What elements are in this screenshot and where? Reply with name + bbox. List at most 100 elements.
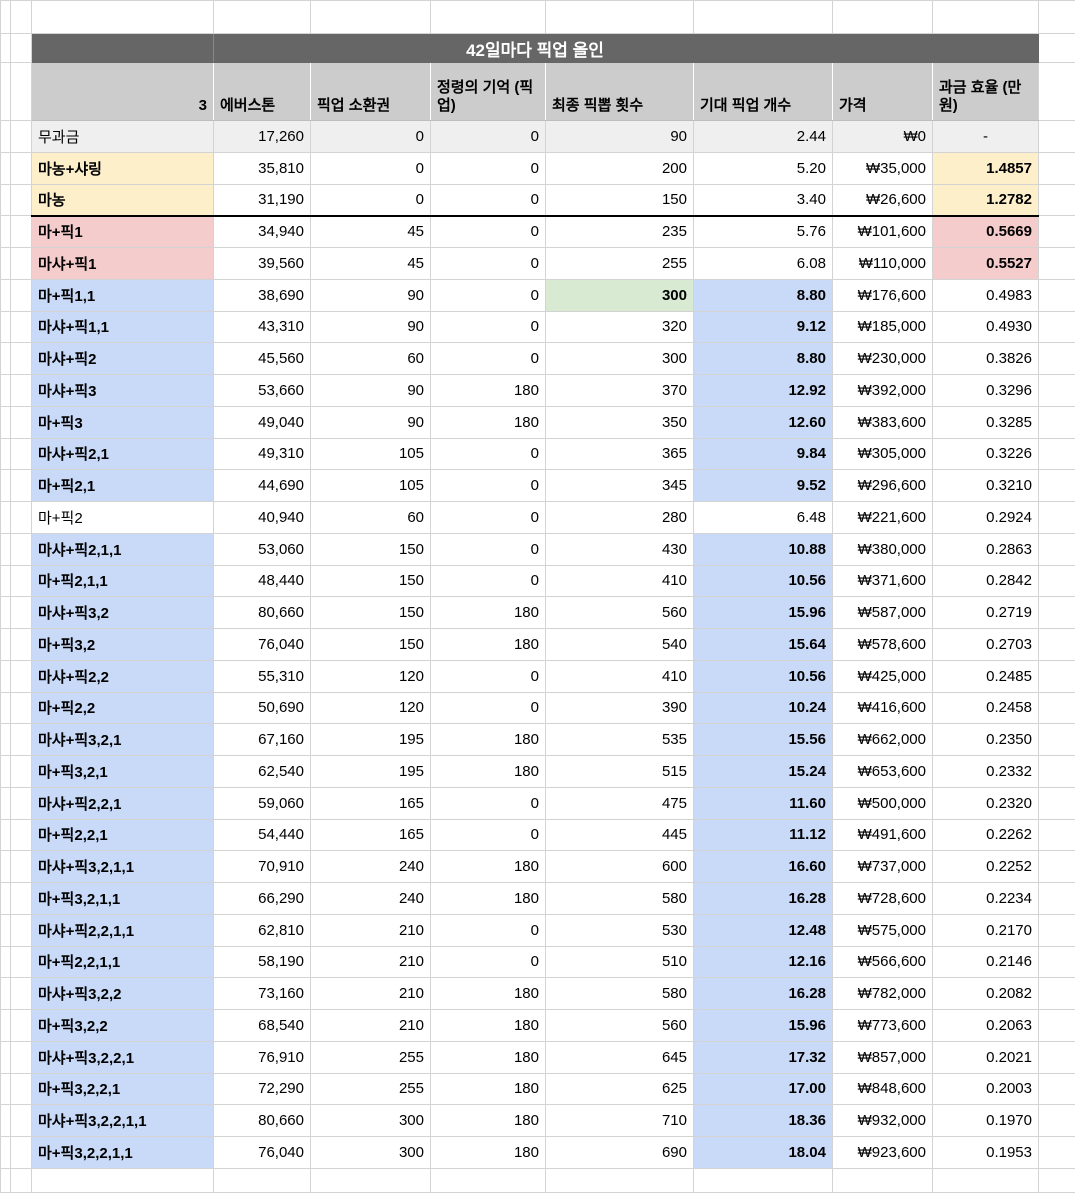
cell-final[interactable]: 690 [545, 1136, 694, 1169]
cell-final[interactable]: 535 [545, 723, 694, 756]
cell-final[interactable]: 300 [545, 342, 694, 375]
gutter-cell[interactable] [10, 469, 32, 502]
cell-memory[interactable]: 0 [430, 342, 546, 375]
gutter-cell[interactable] [10, 342, 32, 375]
gutter-cell[interactable] [10, 596, 32, 629]
gutter-cell[interactable] [0, 1009, 11, 1042]
trail-cell[interactable] [1038, 247, 1075, 280]
gutter-cell[interactable] [0, 564, 11, 598]
column-header-efficiency[interactable]: 과금 효율 (만원) [932, 62, 1039, 121]
trail-cell[interactable] [1038, 628, 1075, 661]
cell-efficiency[interactable]: - [932, 120, 1039, 153]
cell-efficiency[interactable]: 0.2234 [932, 882, 1039, 915]
cell-label[interactable]: 마+픽2,1 [31, 469, 214, 502]
cell-ticket[interactable]: 255 [310, 1072, 431, 1106]
empty-cell[interactable] [1038, 33, 1075, 63]
gutter-cell[interactable] [10, 755, 32, 788]
cell-memory[interactable]: 180 [430, 850, 546, 883]
trail-cell[interactable] [1038, 1072, 1075, 1106]
cell-ticket[interactable]: 210 [310, 913, 431, 947]
cell-everstone[interactable]: 68,540 [213, 1009, 311, 1042]
cell-everstone[interactable]: 38,690 [213, 278, 311, 312]
cell-everstone[interactable]: 67,160 [213, 723, 311, 756]
cell-efficiency[interactable]: 0.5669 [932, 215, 1039, 248]
cell-final[interactable]: 625 [545, 1072, 694, 1106]
cell-expected[interactable]: 12.16 [693, 945, 833, 979]
cell-expected[interactable]: 10.24 [693, 691, 833, 725]
cell-price[interactable]: ₩662,000 [832, 723, 933, 756]
gutter-cell[interactable] [0, 882, 11, 915]
gutter-cell[interactable] [0, 278, 11, 312]
cell-efficiency[interactable]: 0.3826 [932, 342, 1039, 375]
cell-ticket[interactable]: 45 [310, 247, 431, 280]
cell-price[interactable]: ₩416,600 [832, 691, 933, 725]
gutter-cell[interactable] [10, 1136, 32, 1169]
cell-expected[interactable]: 8.80 [693, 278, 833, 312]
cell-price[interactable]: ₩737,000 [832, 850, 933, 883]
cell-efficiency[interactable]: 0.2332 [932, 755, 1039, 788]
cell-everstone[interactable]: 53,060 [213, 532, 311, 566]
cell-ticket[interactable]: 210 [310, 945, 431, 979]
empty-cell[interactable] [932, 0, 1039, 34]
cell-label[interactable]: 마샤+픽3 [31, 374, 214, 407]
cell-expected[interactable]: 15.96 [693, 1009, 833, 1042]
gutter-cell[interactable] [10, 786, 32, 820]
cell-memory[interactable]: 180 [430, 374, 546, 407]
cell-memory[interactable]: 0 [430, 532, 546, 566]
empty-cell[interactable] [430, 1167, 546, 1193]
cell-final[interactable]: 515 [545, 755, 694, 788]
gutter-cell[interactable] [0, 945, 11, 979]
cell-label[interactable]: 마+픽1,1 [31, 278, 214, 312]
trail-cell[interactable] [1038, 1040, 1075, 1074]
cell-final[interactable]: 280 [545, 501, 694, 534]
gutter-cell[interactable] [0, 818, 11, 852]
cell-ticket[interactable]: 120 [310, 659, 431, 693]
cell-efficiency[interactable]: 0.2082 [932, 977, 1039, 1010]
cell-final[interactable]: 90 [545, 120, 694, 153]
cell-final[interactable]: 255 [545, 247, 694, 280]
cell-label[interactable]: 마샤+픽2,2 [31, 659, 214, 693]
cell-everstone[interactable]: 72,290 [213, 1072, 311, 1106]
gutter-cell[interactable] [0, 755, 11, 788]
cell-final[interactable]: 445 [545, 818, 694, 852]
cell-everstone[interactable]: 43,310 [213, 310, 311, 344]
empty-cell[interactable] [0, 33, 11, 63]
trail-cell[interactable] [1038, 977, 1075, 1010]
cell-everstone[interactable]: 49,040 [213, 405, 311, 439]
gutter-cell[interactable] [10, 1009, 32, 1042]
cell-final[interactable]: 540 [545, 628, 694, 661]
cell-expected[interactable]: 16.28 [693, 882, 833, 915]
cell-expected[interactable]: 18.04 [693, 1136, 833, 1169]
cell-price[interactable]: ₩392,000 [832, 374, 933, 407]
cell-price[interactable]: ₩305,000 [832, 437, 933, 471]
cell-price[interactable]: ₩653,600 [832, 755, 933, 788]
cell-ticket[interactable]: 60 [310, 342, 431, 375]
cell-final[interactable]: 510 [545, 945, 694, 979]
cell-expected[interactable]: 6.48 [693, 501, 833, 534]
cell-ticket[interactable]: 60 [310, 501, 431, 534]
cell-memory[interactable]: 0 [430, 818, 546, 852]
cell-final[interactable]: 200 [545, 151, 694, 185]
empty-cell[interactable] [10, 33, 32, 63]
gutter-cell[interactable] [10, 977, 32, 1010]
cell-efficiency[interactable]: 0.2170 [932, 913, 1039, 947]
cell-everstone[interactable]: 59,060 [213, 786, 311, 820]
cell-efficiency[interactable]: 0.2863 [932, 532, 1039, 566]
cell-everstone[interactable]: 48,440 [213, 564, 311, 598]
cell-expected[interactable]: 12.48 [693, 913, 833, 947]
cell-price[interactable]: ₩221,600 [832, 501, 933, 534]
cell-memory[interactable]: 180 [430, 723, 546, 756]
cell-final[interactable]: 560 [545, 1009, 694, 1042]
empty-cell[interactable] [31, 0, 214, 34]
gutter-cell[interactable] [10, 151, 32, 185]
gutter-cell[interactable] [0, 1072, 11, 1106]
empty-cell[interactable] [1038, 0, 1075, 34]
trail-cell[interactable] [1038, 532, 1075, 566]
gutter-cell[interactable] [10, 564, 32, 598]
cell-label[interactable]: 마샤+픽2,1 [31, 437, 214, 471]
cell-price[interactable]: ₩932,000 [832, 1104, 933, 1137]
cell-final[interactable]: 410 [545, 659, 694, 693]
cell-label[interactable]: 마+픽3,2 [31, 628, 214, 661]
cell-efficiency[interactable]: 0.3296 [932, 374, 1039, 407]
cell-ticket[interactable]: 165 [310, 818, 431, 852]
